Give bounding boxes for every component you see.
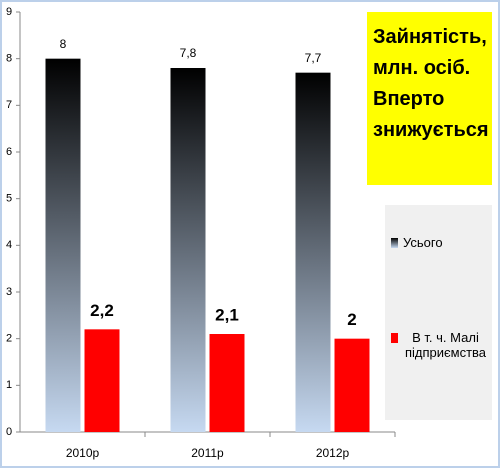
legend: Усього В т. ч. Малі підприємства (385, 205, 492, 420)
data-label: 7,7 (305, 51, 322, 65)
bar (209, 334, 245, 432)
annotation: Зайнятість, млн. осіб. Вперто знижується (367, 12, 492, 185)
x-tick-label: 2012р (316, 446, 350, 460)
legend-label: Усього (403, 235, 443, 250)
bar (84, 329, 120, 432)
bar (45, 58, 81, 433)
legend-item: Усього (391, 235, 488, 250)
x-tick-label: 2011р (191, 446, 224, 460)
bar (170, 68, 206, 432)
data-label: 2 (347, 310, 356, 329)
legend-swatch (391, 333, 398, 343)
data-label: 2,1 (215, 305, 239, 324)
y-tick-label: 3 (6, 286, 12, 298)
data-label: 8 (60, 37, 67, 51)
y-tick-label: 9 (6, 6, 12, 18)
legend-label: В т. ч. Малі підприємства (404, 330, 487, 360)
bar (334, 338, 370, 432)
y-tick-label: 7 (6, 99, 12, 111)
y-tick-label: 2 (6, 333, 12, 345)
data-label: 7,8 (180, 46, 197, 60)
legend-item: В т. ч. Малі підприємства (391, 330, 488, 360)
y-tick-label: 4 (6, 239, 12, 251)
y-tick-label: 8 (6, 53, 12, 65)
legend-swatch (391, 238, 398, 248)
bar (295, 72, 331, 433)
data-label: 2,2 (90, 301, 114, 320)
x-tick-label: 2010р (66, 446, 100, 460)
y-tick-label: 5 (6, 193, 12, 205)
y-tick-label: 0 (6, 426, 12, 438)
y-tick-label: 6 (6, 146, 12, 158)
y-tick-label: 1 (6, 379, 12, 391)
